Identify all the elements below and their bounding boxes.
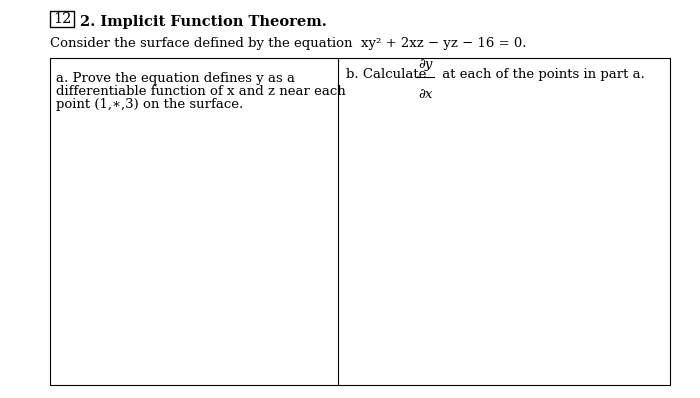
Text: ∂y: ∂y: [418, 58, 433, 71]
Text: ∂x: ∂x: [418, 88, 433, 101]
Text: a. Prove the equation defines y as a: a. Prove the equation defines y as a: [56, 72, 295, 85]
Text: 12: 12: [52, 12, 71, 26]
Text: point (1,∗,3) on the surface.: point (1,∗,3) on the surface.: [56, 98, 244, 111]
Text: differentiable function of x and z near each: differentiable function of x and z near …: [56, 85, 346, 98]
Bar: [50, 58, 670, 385]
Text: b. Calculate: b. Calculate: [346, 68, 431, 81]
Bar: [50, 11, 74, 27]
Text: 2. Implicit Function Theorem.: 2. Implicit Function Theorem.: [80, 15, 327, 29]
Text: at each of the points in part a.: at each of the points in part a.: [438, 68, 645, 81]
Text: Consider the surface defined by the equation  xy² + 2xz − yz − 16 = 0.: Consider the surface defined by the equa…: [50, 37, 526, 51]
